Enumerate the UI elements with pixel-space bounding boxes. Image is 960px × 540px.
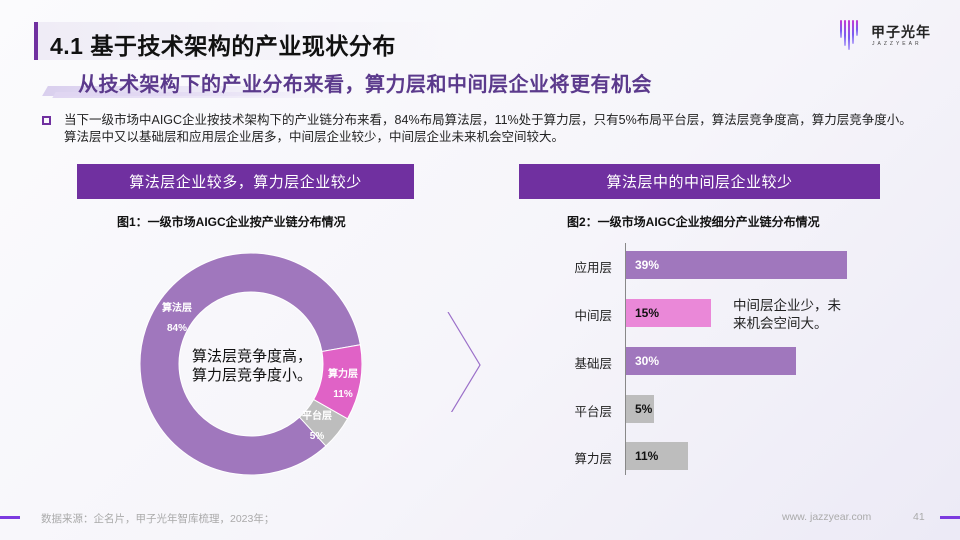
footer-accent-line <box>0 516 20 519</box>
bar: 15% <box>626 299 711 327</box>
bar-category-label: 算力层 <box>574 452 612 466</box>
donut-center-annotation: 算法层竞争度高， 算力层竞争度小。 <box>192 348 313 384</box>
bar-category-label: 平台层 <box>574 405 612 419</box>
footer-accent-line <box>940 516 960 519</box>
page-number: 41 <box>913 511 925 523</box>
summary-text: 当下一级市场中AIGC企业按技术架构下的产业链分布来看，84%布局算法层，11%… <box>64 113 912 144</box>
bar-category-label: 应用层 <box>574 261 612 275</box>
right-section-header: 算法层中的中间层企业较少 <box>519 164 880 199</box>
bar-chart-annotation: 中间层企业少，未 来机会空间大。 <box>733 298 841 331</box>
hollow-square-bullet-icon <box>42 116 51 125</box>
donut-chart: 算法层 84% 算力层 11% 平台层 5% 算法层竞争度高， 算力层竞争度小。 <box>140 253 362 475</box>
chevron-right-outline-icon <box>447 312 481 412</box>
footer-source: 数据来源：企名片，甲子光年智库梳理，2023年； <box>41 513 275 525</box>
logo: 甲子光年 JAZZYEAR <box>838 16 948 56</box>
donut-svg <box>140 253 362 475</box>
bar-value-label: 15% <box>635 306 660 320</box>
bar-category-label: 基础层 <box>574 357 612 371</box>
donut-label-suanli: 算力层 11% <box>328 369 358 400</box>
title-bar: 4.1 基于技术架构的产业现状分布 <box>34 22 464 60</box>
bar: 39% <box>626 251 847 279</box>
donut-label-pingtai: 平台层 5% <box>302 411 332 442</box>
bar-value-label: 30% <box>635 354 660 368</box>
logo-bars-icon <box>840 20 862 50</box>
logo-name-en: JAZZYEAR <box>872 41 922 47</box>
bar-value-label: 39% <box>635 258 660 272</box>
logo-name-cn: 甲子光年 <box>871 25 931 41</box>
footer-website: www. jazzyear.com <box>782 511 872 523</box>
bar-value-label: 5% <box>635 402 653 416</box>
figure-1-title: 图1：一级市场AIGC企业按产业链分布情况 <box>117 215 346 229</box>
page-title: 4.1 基于技术架构的产业现状分布 <box>50 33 396 59</box>
donut-segment-0 <box>140 253 361 475</box>
left-section-header: 算法层企业较多，算力层企业较少 <box>77 164 414 199</box>
bar: 30% <box>626 347 796 375</box>
donut-label-suanfa: 算法层 84% <box>162 303 192 334</box>
figure-2-title: 图2：一级市场AIGC企业按细分产业链分布情况 <box>567 215 820 229</box>
bar-category-label: 中间层 <box>574 309 612 323</box>
bar: 11% <box>626 442 688 470</box>
donut-segment-2 <box>298 398 349 447</box>
page-subtitle: 从技术架构下的产业分布来看，算力层和中间层企业将更有机会 <box>78 74 652 96</box>
bar-chart-axis <box>625 243 626 475</box>
bar: 5% <box>626 395 654 423</box>
bar-value-label: 11% <box>635 449 659 463</box>
